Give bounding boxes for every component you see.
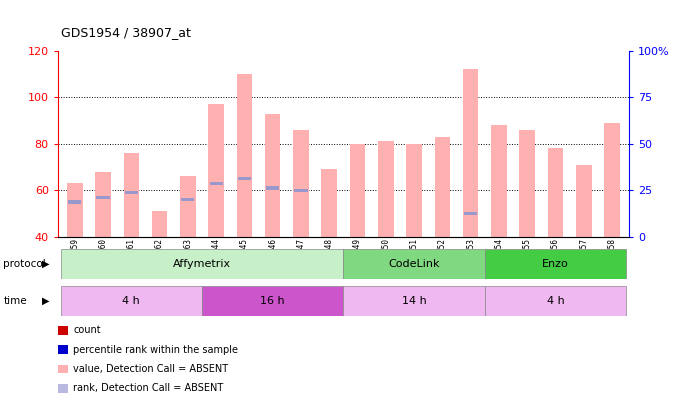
Bar (124, 191, 138, 194)
Text: time: time (3, 296, 27, 306)
Text: GDS1954 / 38907_at: GDS1954 / 38907_at (61, 26, 191, 39)
Bar (491, 125, 507, 237)
Bar (407, 252, 421, 255)
Text: CodeLink: CodeLink (388, 259, 440, 269)
Bar (202, 286, 343, 316)
Bar (61, 249, 343, 279)
Bar (379, 252, 392, 255)
Bar (521, 249, 534, 253)
Bar (605, 249, 619, 253)
Bar (549, 275, 562, 278)
Bar (351, 252, 364, 255)
Bar (520, 130, 535, 237)
Bar (378, 141, 394, 237)
Text: protocol: protocol (3, 259, 46, 269)
Bar (322, 279, 336, 283)
Bar (576, 165, 592, 237)
Text: Enzo: Enzo (542, 259, 569, 269)
Bar (343, 249, 485, 279)
Text: percentile rank within the sample: percentile rank within the sample (73, 345, 239, 354)
Bar (152, 211, 167, 237)
Bar (97, 196, 109, 199)
Text: 4 h: 4 h (547, 296, 564, 306)
Text: 4 h: 4 h (122, 296, 140, 306)
Bar (577, 273, 590, 276)
Bar (124, 153, 139, 237)
Bar (95, 172, 111, 237)
Bar (61, 286, 202, 316)
Bar (343, 286, 485, 316)
Bar (208, 104, 224, 237)
Bar (435, 137, 450, 237)
Bar (350, 144, 365, 237)
Bar (407, 144, 422, 237)
Bar (463, 69, 479, 237)
Bar (68, 200, 82, 204)
Bar (209, 181, 223, 185)
Bar (322, 169, 337, 237)
Bar (237, 74, 252, 237)
Bar (182, 198, 194, 201)
Bar (547, 149, 563, 237)
Text: ▶: ▶ (42, 296, 50, 306)
Bar (485, 249, 626, 279)
Bar (485, 286, 626, 316)
Bar (492, 249, 505, 253)
Bar (605, 123, 619, 237)
Text: 16 h: 16 h (260, 296, 285, 306)
Bar (67, 183, 82, 237)
Bar (294, 189, 307, 192)
Text: rank, Detection Call = ABSENT: rank, Detection Call = ABSENT (73, 384, 224, 393)
Text: ▶: ▶ (42, 259, 50, 269)
Text: 14 h: 14 h (402, 296, 426, 306)
Bar (180, 177, 196, 237)
Bar (293, 130, 309, 237)
Bar (464, 212, 477, 215)
Bar (265, 113, 280, 237)
Bar (266, 186, 279, 190)
Text: count: count (73, 325, 101, 335)
Text: value, Detection Call = ABSENT: value, Detection Call = ABSENT (73, 364, 228, 374)
Text: Affymetrix: Affymetrix (173, 259, 231, 269)
Bar (436, 249, 449, 253)
Bar (238, 177, 251, 181)
